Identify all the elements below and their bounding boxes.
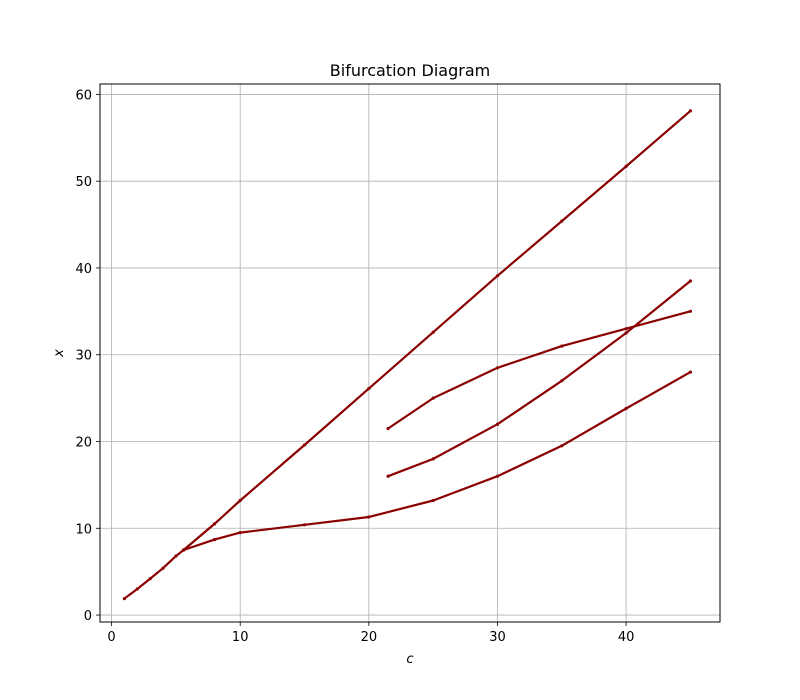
data-point bbox=[624, 327, 628, 331]
data-point bbox=[495, 422, 500, 426]
data-point bbox=[624, 331, 628, 335]
series-4-trace bbox=[387, 280, 692, 478]
data-point bbox=[212, 522, 217, 526]
data-point bbox=[174, 554, 178, 558]
data-point bbox=[122, 597, 126, 601]
data-point bbox=[148, 577, 152, 581]
plot-frame bbox=[99, 83, 721, 623]
y-tick-label: 30 bbox=[75, 349, 92, 364]
y-tick-label: 0 bbox=[84, 609, 92, 624]
data-point bbox=[367, 515, 371, 519]
data-point bbox=[302, 523, 307, 527]
data-point bbox=[688, 109, 693, 113]
data-points bbox=[122, 109, 693, 601]
data-point bbox=[495, 474, 500, 478]
data-point bbox=[560, 379, 564, 383]
series-0-trace bbox=[123, 549, 185, 600]
x-axis-label: c bbox=[406, 652, 413, 667]
data-point bbox=[182, 548, 186, 552]
data-point bbox=[386, 426, 390, 431]
series-3-trace bbox=[387, 310, 691, 430]
data-point bbox=[238, 531, 242, 535]
data-point bbox=[212, 538, 217, 542]
data-point bbox=[688, 370, 693, 374]
data-point bbox=[161, 566, 165, 570]
x-tick-label: 40 bbox=[618, 630, 635, 645]
x-axis-ticks: 0 10 20 30 40 bbox=[107, 622, 634, 645]
data-point bbox=[386, 474, 390, 478]
data-point bbox=[624, 406, 628, 411]
data-point bbox=[302, 443, 307, 447]
data-point bbox=[560, 219, 564, 223]
data-point bbox=[367, 387, 371, 391]
data-point bbox=[431, 330, 435, 334]
series-2-trace bbox=[183, 371, 691, 552]
data-point bbox=[495, 366, 500, 370]
data-point bbox=[688, 279, 693, 283]
y-tick-label: 60 bbox=[75, 88, 92, 103]
y-tick-label: 10 bbox=[75, 522, 92, 537]
x-tick-label: 10 bbox=[232, 630, 249, 645]
y-axis-ticks: 0 10 20 30 40 50 60 bbox=[75, 88, 100, 624]
data-point bbox=[624, 164, 628, 168]
data-point bbox=[688, 309, 693, 313]
y-axis-label: x bbox=[52, 349, 67, 358]
y-tick-label: 50 bbox=[75, 175, 92, 190]
chart-title: Bifurcation Diagram bbox=[330, 61, 490, 80]
data-point bbox=[560, 444, 564, 448]
data-point bbox=[560, 344, 564, 348]
x-tick-label: 0 bbox=[107, 630, 115, 645]
grid-lines bbox=[100, 84, 720, 622]
x-tick-label: 20 bbox=[361, 630, 378, 645]
x-tick-label: 30 bbox=[489, 630, 506, 645]
y-tick-label: 20 bbox=[75, 436, 92, 451]
data-point bbox=[135, 587, 139, 591]
y-tick-label: 40 bbox=[75, 262, 92, 277]
data-point bbox=[431, 457, 435, 461]
data-point bbox=[431, 498, 435, 503]
series-1-trace bbox=[182, 110, 692, 551]
data-point bbox=[238, 498, 242, 503]
data-point bbox=[495, 274, 500, 278]
data-point bbox=[431, 396, 435, 400]
